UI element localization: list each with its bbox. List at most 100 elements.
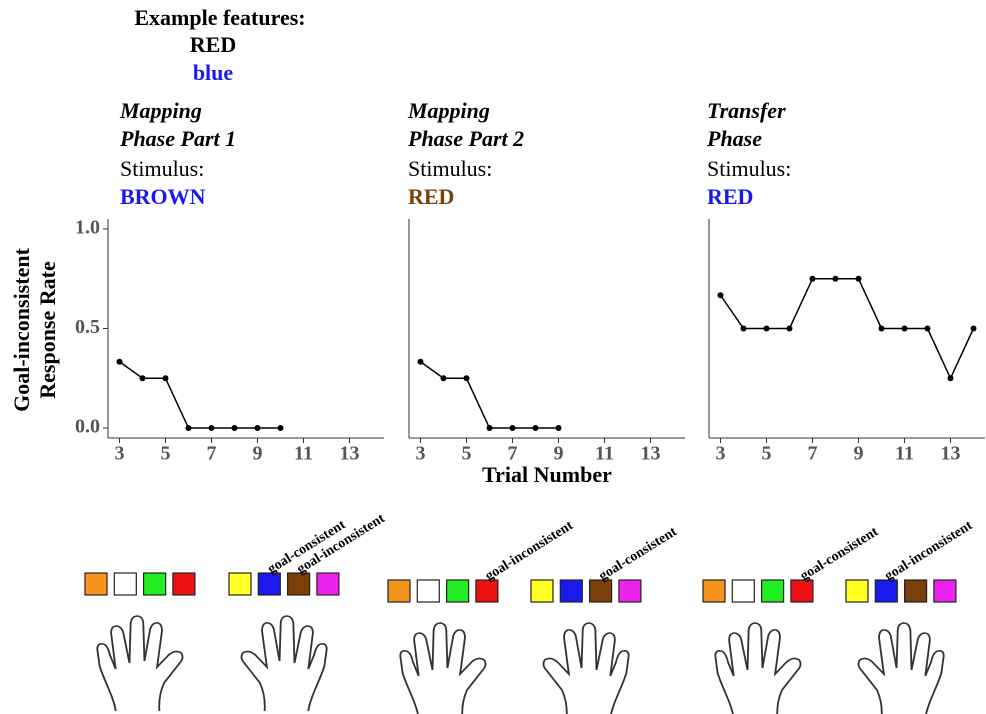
point — [532, 425, 539, 432]
panel-title: Phase Part 2 — [407, 126, 524, 151]
point — [901, 325, 908, 332]
point — [740, 325, 747, 332]
hand — [714, 622, 802, 714]
response-key — [316, 572, 340, 596]
response-key — [143, 572, 167, 596]
x-tick-label: 13 — [340, 443, 360, 465]
point — [162, 375, 169, 382]
x-tick-label: 5 — [762, 443, 772, 465]
point — [254, 425, 261, 432]
point — [116, 358, 123, 365]
hand — [857, 622, 945, 714]
y-axis-label: Goal-inconsistent — [9, 247, 34, 411]
response-key — [618, 579, 642, 603]
response-key — [228, 572, 252, 596]
point — [440, 375, 447, 382]
x-tick-label: 9 — [854, 443, 864, 465]
response-key — [84, 572, 108, 596]
point — [231, 425, 238, 432]
x-axis-label: Trial Number — [482, 462, 612, 487]
y-tick-label: 1.0 — [75, 217, 100, 239]
point — [855, 275, 862, 282]
example-item: blue — [193, 60, 234, 85]
x-tick-label: 13 — [641, 443, 661, 465]
response-key — [172, 572, 196, 596]
point — [717, 292, 724, 299]
line — [420, 361, 559, 429]
point — [139, 375, 146, 382]
response-key — [731, 579, 755, 603]
response-key — [530, 579, 554, 603]
response-key — [287, 572, 311, 596]
panel-title: Mapping — [119, 98, 202, 123]
point — [463, 375, 470, 382]
hand — [399, 622, 487, 714]
point — [417, 358, 424, 365]
hand — [96, 615, 184, 712]
key-annotation: goal-consistent — [596, 524, 679, 584]
x-tick-label: 3 — [416, 443, 426, 465]
x-tick-label: 9 — [253, 443, 263, 465]
response-key — [903, 579, 928, 603]
point — [509, 425, 516, 432]
x-tick-label: 3 — [716, 443, 726, 465]
response-key — [760, 579, 785, 603]
response-key — [874, 579, 898, 603]
y-tick-label: 0.5 — [75, 316, 100, 338]
panel-title: Phase Part 1 — [119, 126, 236, 151]
response-key — [790, 579, 814, 603]
point — [763, 325, 770, 332]
point — [924, 325, 931, 332]
x-tick-label: 7 — [508, 443, 518, 465]
stimulus: RED — [408, 184, 454, 209]
panel-title: Mapping — [407, 98, 490, 123]
x-tick-label: 11 — [595, 443, 614, 465]
response-key — [113, 572, 137, 596]
stimulus: RED — [707, 184, 753, 209]
response-key — [387, 579, 411, 603]
hand — [542, 622, 630, 714]
x-tick-label: 7 — [207, 443, 217, 465]
key-annotation: goal-inconsistent — [483, 518, 576, 584]
point — [277, 425, 284, 432]
x-tick-label: 13 — [941, 443, 961, 465]
point — [555, 425, 562, 432]
x-tick-label: 11 — [294, 443, 313, 465]
x-tick-label: 7 — [808, 443, 818, 465]
example-item: RED — [190, 32, 236, 57]
response-key — [933, 579, 957, 603]
point — [185, 425, 192, 432]
line — [119, 361, 281, 429]
point — [208, 425, 215, 432]
key-annotation: goal-inconsistent — [882, 518, 975, 584]
panel-title: Phase — [706, 126, 762, 151]
point — [878, 325, 885, 332]
panel-title: Transfer — [707, 98, 786, 123]
x-tick-label: 5 — [462, 443, 472, 465]
key-annotation: goal-consistent — [798, 524, 881, 584]
point — [970, 325, 977, 332]
stimulus-label: Stimulus: — [120, 156, 204, 181]
point — [947, 375, 954, 382]
y-tick-label: 0.0 — [75, 416, 100, 438]
stimulus: BROWN — [120, 184, 206, 209]
point — [486, 425, 493, 432]
response-key — [257, 572, 281, 596]
response-key — [588, 579, 613, 603]
point — [786, 325, 793, 332]
response-key — [416, 579, 440, 603]
y-axis-label: Response Rate — [35, 261, 60, 399]
line — [719, 277, 975, 381]
x-tick-label: 3 — [115, 443, 125, 465]
hand — [240, 615, 328, 712]
response-key — [475, 579, 499, 603]
example-title: Example features: — [134, 5, 305, 30]
x-tick-label: 9 — [554, 443, 564, 465]
point — [809, 275, 816, 282]
response-key — [702, 579, 726, 603]
response-key — [446, 579, 470, 603]
point — [832, 275, 839, 282]
response-key — [559, 579, 583, 603]
stimulus-label: Stimulus: — [707, 156, 791, 181]
